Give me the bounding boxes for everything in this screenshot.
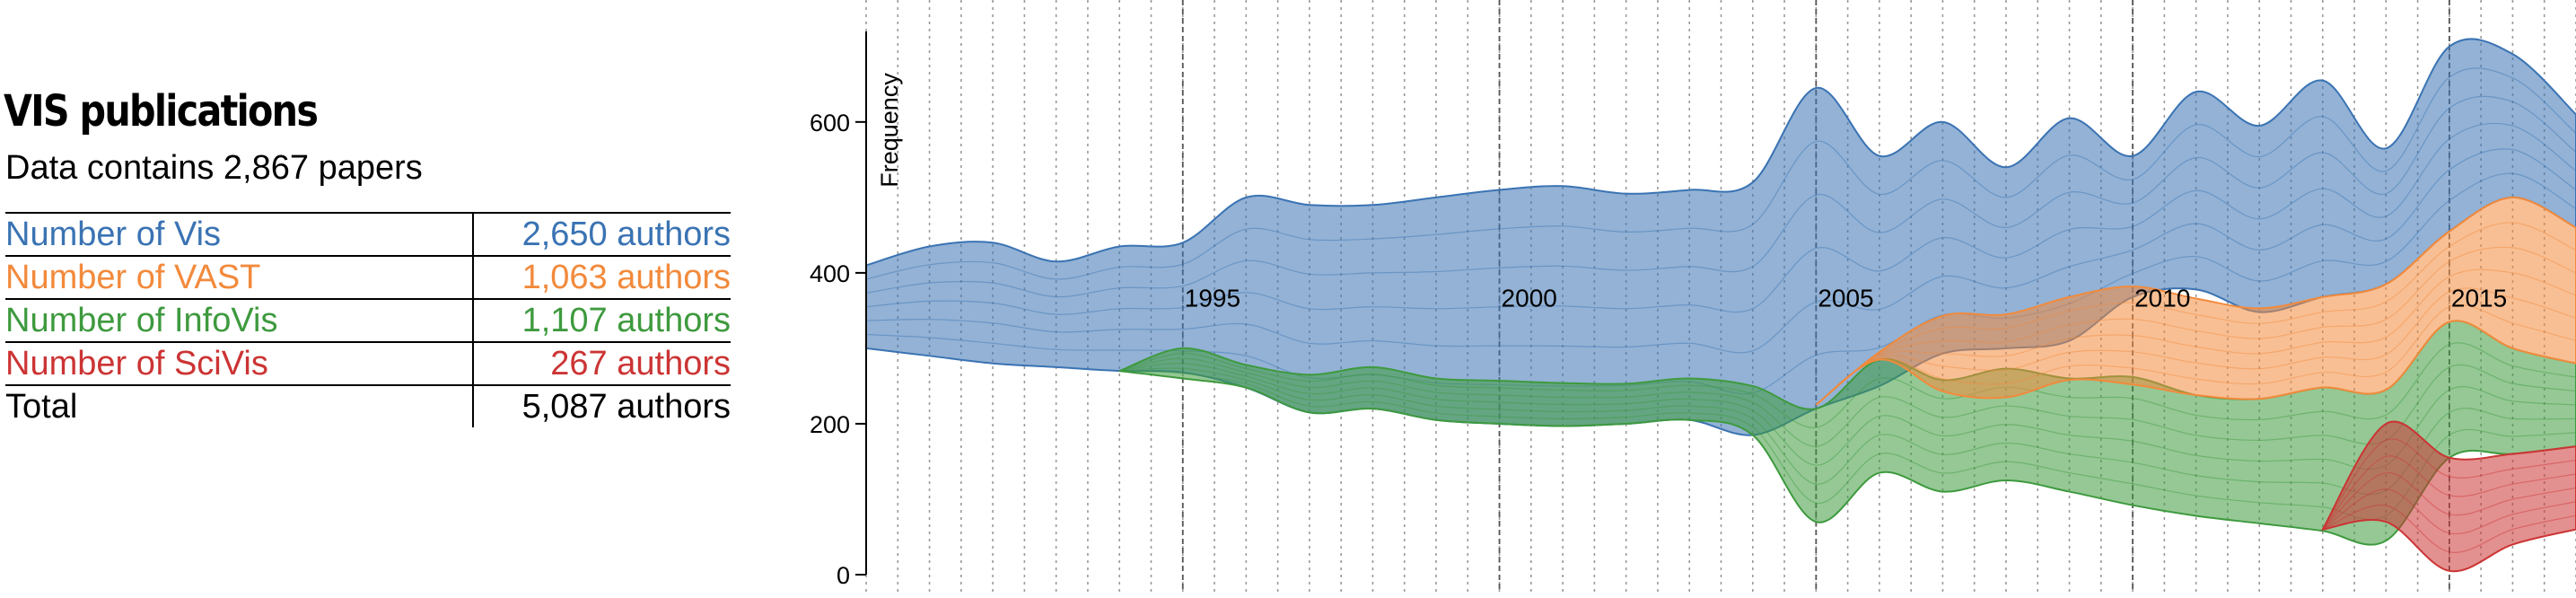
row-value: 267 authors	[473, 341, 731, 385]
vis-stream-texture	[865, 95, 2576, 298]
page-title: VIS publications	[4, 86, 319, 136]
vast-stream-texture	[1815, 246, 2576, 406]
row-label: Number of InfoVis	[5, 298, 474, 342]
row-value: 2,650 authors	[473, 212, 731, 256]
row-label: Number of VAST	[5, 255, 474, 299]
table-row: Number of VAST 1,063 authors	[5, 255, 731, 299]
row-value: 5,087 authors	[473, 384, 731, 427]
stream-layers	[865, 38, 2576, 573]
row-label: Total	[5, 384, 474, 427]
infovis-stream-texture	[1119, 367, 2576, 496]
year-labels: 1995 2000 2005 2010 2015	[1185, 285, 2507, 312]
vast-stream-texture	[1815, 268, 2576, 406]
y-tick-label: 200	[810, 411, 850, 438]
row-value: 1,107 authors	[473, 298, 731, 342]
subtitle: Data contains 2,867 papers	[5, 149, 423, 187]
scivis-stream-texture	[2322, 488, 2576, 535]
year-label: 2015	[2451, 285, 2507, 312]
scivis-stream-texture	[2322, 438, 2576, 530]
scivis-stream-texture	[2322, 471, 2576, 531]
year-label: 2010	[2134, 285, 2190, 312]
y-tick-label: 400	[810, 260, 850, 287]
row-value: 1,063 authors	[473, 255, 731, 299]
scivis-stream-texture	[2322, 455, 2576, 530]
year-label: 2005	[1818, 285, 1873, 312]
infovis-stream-texture	[1119, 357, 2576, 447]
infovis-stream-texture	[1119, 363, 2576, 470]
table-row: Number of SciVis 267 authors	[5, 341, 731, 385]
vast-stream-texture	[1815, 303, 2576, 406]
table-row: Number of InfoVis 1,107 authors	[5, 298, 731, 342]
vast-stream-texture	[1815, 287, 2576, 406]
y-axis-title: Frequency	[876, 73, 903, 188]
vast-stream-texture	[1815, 222, 2576, 406]
row-label: Number of SciVis	[5, 341, 474, 385]
year-label: 2000	[1502, 285, 1557, 312]
scivis-stream-texture	[2322, 505, 2576, 553]
table-row: Number of Vis 2,650 authors	[5, 212, 731, 256]
year-label: 1995	[1185, 285, 1240, 312]
y-tick-label: 0	[837, 562, 850, 589]
vis-stream-texture	[865, 148, 2576, 354]
vis-stream-texture	[865, 67, 2576, 280]
y-axis: 0 200 400 600 Frequency	[810, 31, 903, 589]
row-label: Number of Vis	[5, 212, 474, 256]
vis-stream-texture	[865, 122, 2576, 315]
venue-table: Number of Vis 2,650 authors Number of VA…	[5, 212, 731, 427]
y-tick-label: 600	[810, 110, 850, 136]
infovis-stream-texture	[1119, 342, 2576, 428]
vast-stream	[1815, 196, 2576, 406]
table-row-total: Total 5,087 authors	[5, 384, 731, 427]
